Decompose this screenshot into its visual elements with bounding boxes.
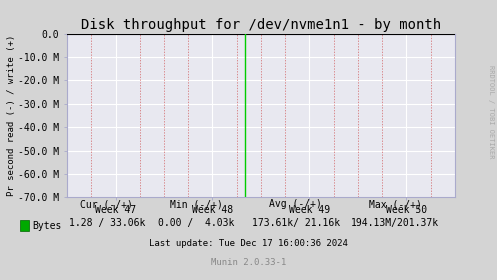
- Text: Avg (-/+): Avg (-/+): [269, 199, 322, 209]
- Text: Max (-/+): Max (-/+): [369, 199, 421, 209]
- Text: Bytes: Bytes: [32, 221, 61, 231]
- Text: Cur (-/+): Cur (-/+): [81, 199, 133, 209]
- Title: Disk throughput for /dev/nvme1n1 - by month: Disk throughput for /dev/nvme1n1 - by mo…: [81, 18, 441, 32]
- Text: 0.00 /  4.03k: 0.00 / 4.03k: [158, 218, 235, 228]
- Text: 1.28 / 33.06k: 1.28 / 33.06k: [69, 218, 145, 228]
- Text: Last update: Tue Dec 17 16:00:36 2024: Last update: Tue Dec 17 16:00:36 2024: [149, 239, 348, 248]
- Text: 173.61k/ 21.16k: 173.61k/ 21.16k: [251, 218, 340, 228]
- Text: 194.13M/201.37k: 194.13M/201.37k: [351, 218, 439, 228]
- Text: Munin 2.0.33-1: Munin 2.0.33-1: [211, 258, 286, 267]
- Text: RRDTOOL / TOBI OETIKER: RRDTOOL / TOBI OETIKER: [488, 65, 494, 159]
- Text: Min (-/+): Min (-/+): [170, 199, 223, 209]
- Y-axis label: Pr second read (-) / write (+): Pr second read (-) / write (+): [6, 35, 15, 196]
